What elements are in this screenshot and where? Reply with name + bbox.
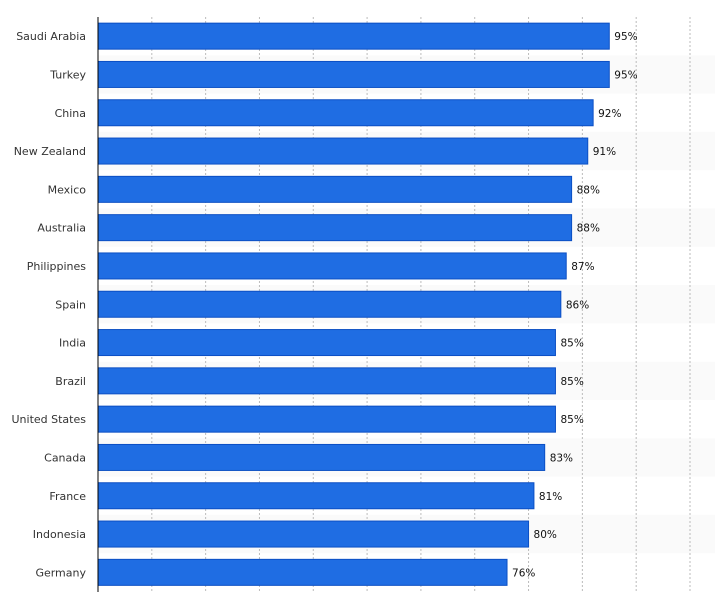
bar[interactable] xyxy=(97,137,589,165)
category-label: United States xyxy=(12,413,87,426)
bar[interactable] xyxy=(97,405,556,433)
category-label: Australia xyxy=(37,222,86,235)
value-label: 80% xyxy=(534,529,557,541)
bar[interactable] xyxy=(97,252,567,280)
value-label: 85% xyxy=(560,338,583,350)
category-label: France xyxy=(49,490,86,503)
bar[interactable] xyxy=(97,367,556,395)
value-label: 95% xyxy=(614,31,637,43)
category-label: Turkey xyxy=(49,68,86,81)
bar[interactable] xyxy=(97,520,530,548)
category-label: Brazil xyxy=(55,375,86,388)
bar[interactable] xyxy=(97,99,594,127)
category-label: New Zealand xyxy=(14,145,86,158)
value-label: 76% xyxy=(512,567,535,579)
category-label: Germany xyxy=(35,566,86,579)
bar[interactable] xyxy=(97,443,546,471)
bar[interactable] xyxy=(97,60,610,88)
category-label: Spain xyxy=(55,298,86,311)
category-label: India xyxy=(59,337,86,350)
category-label: Indonesia xyxy=(33,528,86,541)
bar[interactable] xyxy=(97,482,535,510)
category-label: Mexico xyxy=(48,183,87,196)
category-label: Saudi Arabia xyxy=(16,30,86,43)
bar[interactable] xyxy=(97,329,556,357)
value-label: 87% xyxy=(571,261,594,273)
value-label: 92% xyxy=(598,108,621,120)
value-label: 85% xyxy=(560,414,583,426)
category-label: China xyxy=(55,107,86,120)
value-label: 81% xyxy=(539,491,562,503)
category-label: Canada xyxy=(44,451,86,464)
bar[interactable] xyxy=(97,558,508,586)
bar[interactable] xyxy=(97,290,562,318)
category-label: Philippines xyxy=(27,260,87,273)
value-label: 95% xyxy=(614,69,637,81)
value-label: 85% xyxy=(560,376,583,388)
value-label: 86% xyxy=(566,299,589,311)
value-label: 88% xyxy=(577,223,600,235)
bar[interactable] xyxy=(97,22,610,50)
value-label: 91% xyxy=(593,146,616,158)
bar[interactable] xyxy=(97,175,573,203)
value-label: 88% xyxy=(577,184,600,196)
value-label: 83% xyxy=(550,452,573,464)
bar[interactable] xyxy=(97,214,573,242)
